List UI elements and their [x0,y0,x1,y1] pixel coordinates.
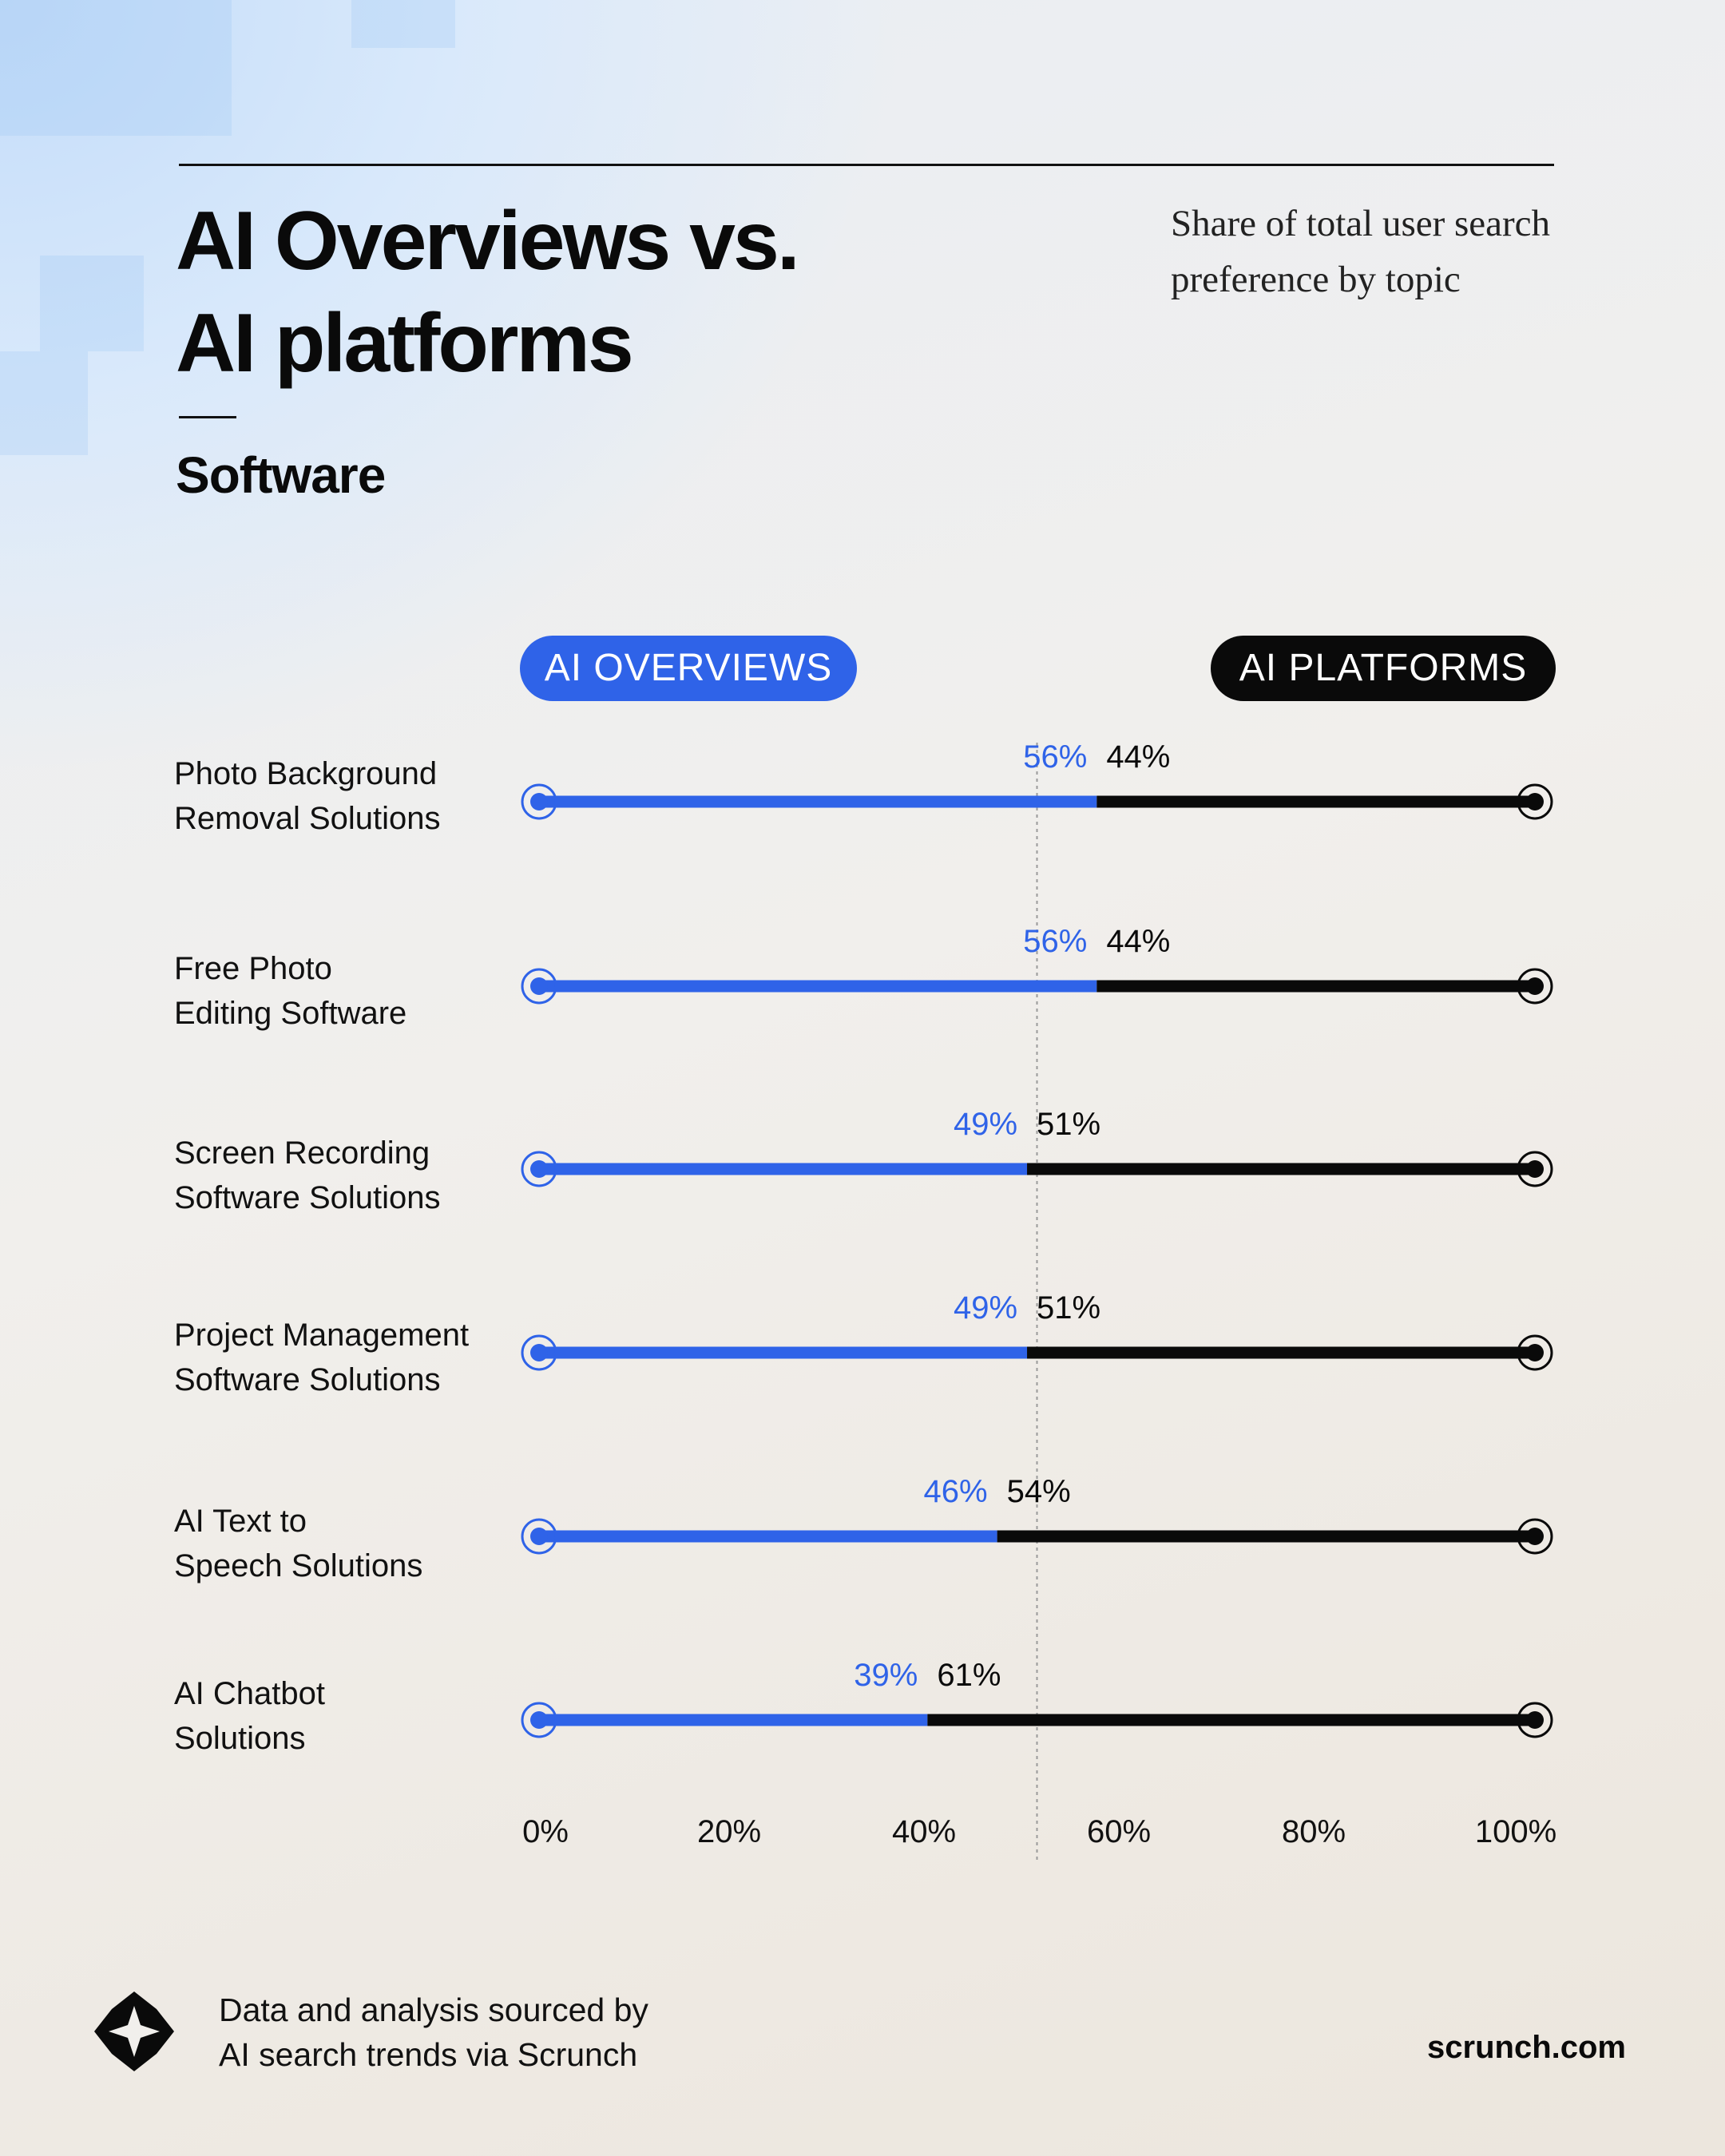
bar-end-ring [1517,968,1553,1005]
value-label-ai-overviews: 49% [954,1290,1017,1326]
category-label-line: Software Solutions [174,1362,441,1397]
category-label: AI Chatbot Solutions [174,1671,325,1761]
bar-start-dot [530,1711,548,1729]
bar-end-dot [1526,977,1544,995]
x-tick-label: 20% [697,1814,761,1849]
category-label-line: Solutions [174,1721,306,1756]
bar-end-ring [1517,1151,1553,1187]
value-label-ai-platforms: 54% [1007,1474,1071,1509]
footer-site-link[interactable]: scrunch.com [1427,2030,1626,2065]
value-label-ai-overviews: 46% [924,1474,988,1509]
value-label-ai-platforms: 44% [1106,739,1170,775]
category-label: Photo Background Removal Solutions [174,751,441,841]
bar-end-dot [1526,1160,1544,1178]
scrunch-star-logo-icon [94,1992,174,2071]
category-label-line: Project Management [174,1318,470,1353]
category-label-line: Removal Solutions [174,801,441,836]
title-line-1: AI Overviews vs. [176,195,800,287]
legend-ai-overviews: AI OVERVIEWS [520,636,857,701]
category-label-line: Editing Software [174,996,407,1031]
subtitle-line-2: preference by topic [1171,259,1461,300]
bar-end-ring [1517,1334,1553,1371]
category-label: Project Management Software Solutions [174,1313,469,1402]
legend-ai-platforms: AI PLATFORMS [1211,636,1556,701]
value-label-ai-platforms: 51% [1037,1290,1100,1326]
bar-start-ring [521,1334,557,1371]
bar-end-ring [1517,783,1553,820]
section-divider [179,416,236,418]
bar-start-dot [530,1344,548,1361]
value-label-ai-platforms: 51% [1037,1107,1100,1142]
value-label-ai-platforms: 44% [1106,924,1170,959]
category-label-line: Screen Recording [174,1135,430,1171]
category-label-line: Photo Background [174,756,438,791]
value-label-ai-overviews: 39% [854,1658,918,1693]
bar-end-dot [1526,1344,1544,1361]
bar-end-ring [1517,1702,1553,1738]
bar-start-ring [521,1702,557,1738]
category-label: Screen Recording Software Solutions [174,1131,441,1220]
x-tick-label: 0% [522,1814,569,1849]
bar-start-ring [521,783,557,820]
x-tick-label: 40% [892,1814,956,1849]
bar-start-ring [521,1518,557,1555]
bar-end-dot [1526,1711,1544,1729]
footer-source-line: Data and analysis sourced by [219,1992,648,2028]
subtitle-line-1: Share of total user search [1171,203,1551,244]
title-line-2: AI platforms [176,297,634,390]
x-tick-label: 60% [1087,1814,1151,1849]
value-label-ai-overviews: 49% [954,1107,1017,1142]
category-label-line: AI Text to [174,1504,307,1539]
page-title: AI Overviews vs. AI platforms [176,190,800,394]
bar-start-dot [530,1160,548,1178]
bar-start-dot [530,977,548,995]
category-label: AI Text to Speech Solutions [174,1499,422,1588]
background-tile [0,351,88,455]
bar-end-dot [1526,1528,1544,1545]
category-label-line: Free Photo [174,951,332,986]
category-label-line: AI Chatbot [174,1676,326,1711]
bar-end-ring [1517,1518,1553,1555]
bar-start-dot [530,1528,548,1545]
bar-start-dot [530,793,548,810]
bar-end-dot [1526,793,1544,810]
category-label-line: Software Solutions [174,1180,441,1215]
footer-source-line: AI search trends via Scrunch [219,2036,638,2073]
category-label: Free Photo Editing Software [174,946,406,1036]
value-label-ai-overviews: 56% [1023,739,1087,775]
section-heading: Software [176,446,386,504]
value-label-ai-overviews: 56% [1023,924,1087,959]
footer-source: Data and analysis sourced by AI search t… [219,1988,648,2077]
subtitle: Share of total user search preference by… [1171,196,1586,307]
top-divider [179,164,1554,166]
background-tile [351,0,455,48]
bar-start-ring [521,968,557,1005]
x-tick-label: 100% [1475,1814,1556,1849]
value-label-ai-platforms: 61% [937,1658,1001,1693]
x-tick-label: 80% [1282,1814,1346,1849]
category-label-line: Speech Solutions [174,1548,423,1583]
background-tile [40,256,144,351]
bar-start-ring [521,1151,557,1187]
background-tile [0,0,232,136]
